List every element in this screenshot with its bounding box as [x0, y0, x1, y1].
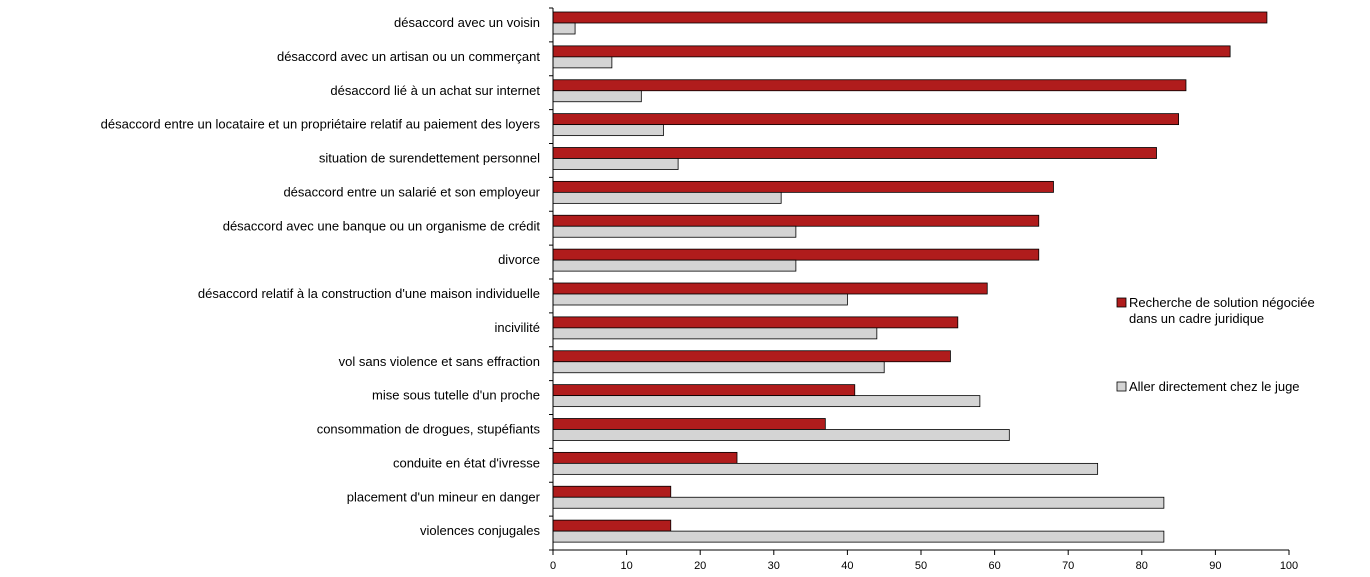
category-label: consommation de drogues, stupéfiants: [317, 422, 541, 437]
category-label: vol sans violence et sans effraction: [339, 354, 540, 369]
bars-group: [552, 11, 1268, 543]
category-labels: désaccord avec un voisin désaccord avec u…: [101, 15, 541, 538]
category-label: désaccord lié à un achat sur internet: [330, 83, 540, 98]
bar-judge-15: [552, 530, 1165, 543]
x-tick-label: 70: [1062, 560, 1074, 572]
bar-judge-3: [552, 124, 664, 137]
bar-negotiated-4: [552, 147, 1157, 159]
bar-negotiated-13: [552, 451, 738, 464]
bar-negotiated-14: [552, 485, 672, 498]
bar-judge-14: [552, 496, 1165, 509]
bar-negotiated-7: [552, 248, 1040, 261]
legend-label: Aller directement chez le juge: [1129, 379, 1300, 394]
x-tick-label: 90: [1209, 560, 1221, 572]
legend-swatch-negotiated: [1116, 297, 1127, 308]
x-tick-label: 10: [620, 560, 632, 572]
category-label: désaccord entre un locataire et un propr…: [101, 117, 541, 132]
category-label: désaccord avec un voisin: [394, 15, 540, 30]
category-label: désaccord relatif à la construction d'un…: [198, 286, 540, 301]
bar-negotiated-8: [552, 282, 988, 295]
bar-judge-6: [552, 225, 797, 238]
bar-judge-11: [552, 395, 981, 408]
bar-judge-9: [552, 327, 878, 340]
category-label: placement d'un mineur en danger: [347, 489, 541, 504]
bar-judge-13: [552, 462, 1099, 475]
category-label: mise sous tutelle d'un proche: [372, 388, 540, 403]
x-tick-label: 80: [1136, 560, 1148, 572]
bar-judge-5: [552, 191, 782, 204]
bar-judge-1: [552, 56, 613, 69]
x-tick-label: 100: [1280, 560, 1298, 572]
x-tick-label: 50: [915, 560, 927, 572]
x-tick-label: 40: [841, 560, 853, 572]
bar-negotiated-11: [552, 384, 856, 397]
bar-judge-12: [552, 429, 1010, 441]
bar-judge-0: [552, 22, 576, 35]
bar-negotiated-2: [552, 79, 1187, 92]
category-label: incivilité: [494, 320, 540, 335]
category-label: désaccord entre un salarié et son employ…: [283, 184, 540, 199]
bar-negotiated-3: [552, 113, 1179, 126]
bar-negotiated-5: [552, 180, 1054, 193]
category-label: désaccord avec une banque ou un organism…: [223, 218, 541, 233]
bar-judge-4: [552, 158, 679, 170]
bar-negotiated-6: [552, 214, 1040, 227]
bar-negotiated-12: [552, 418, 826, 430]
x-tick-label: 30: [768, 560, 780, 572]
category-label: désaccord avec un artisan ou un commerça…: [277, 49, 540, 64]
bar-judge-7: [552, 259, 797, 272]
category-label: divorce: [498, 252, 540, 267]
legend-label: Recherche de solution négociée: [1129, 295, 1315, 310]
bar-negotiated-10: [552, 350, 951, 363]
x-tick-label: 20: [694, 560, 706, 572]
bar-judge-2: [552, 90, 642, 103]
bar-judge-8: [552, 293, 848, 306]
bar-negotiated-0: [552, 11, 1268, 24]
axes: 0 10 20 30 40 50 60 70 80 90 100: [549, 7, 1298, 572]
legend-label: dans un cadre juridique: [1129, 311, 1264, 326]
x-tick-label: 0: [550, 560, 556, 572]
bar-negotiated-15: [552, 519, 672, 532]
bar-judge-10: [552, 361, 885, 374]
x-tick-label: 60: [988, 560, 1000, 572]
category-label: situation de surendettement personnel: [319, 151, 540, 166]
category-label: violences conjugales: [420, 523, 540, 538]
legend-swatch-judge: [1116, 381, 1127, 392]
category-label: conduite en état d'ivresse: [393, 455, 540, 470]
bar-negotiated-9: [552, 316, 959, 329]
bar-negotiated-1: [552, 45, 1231, 58]
